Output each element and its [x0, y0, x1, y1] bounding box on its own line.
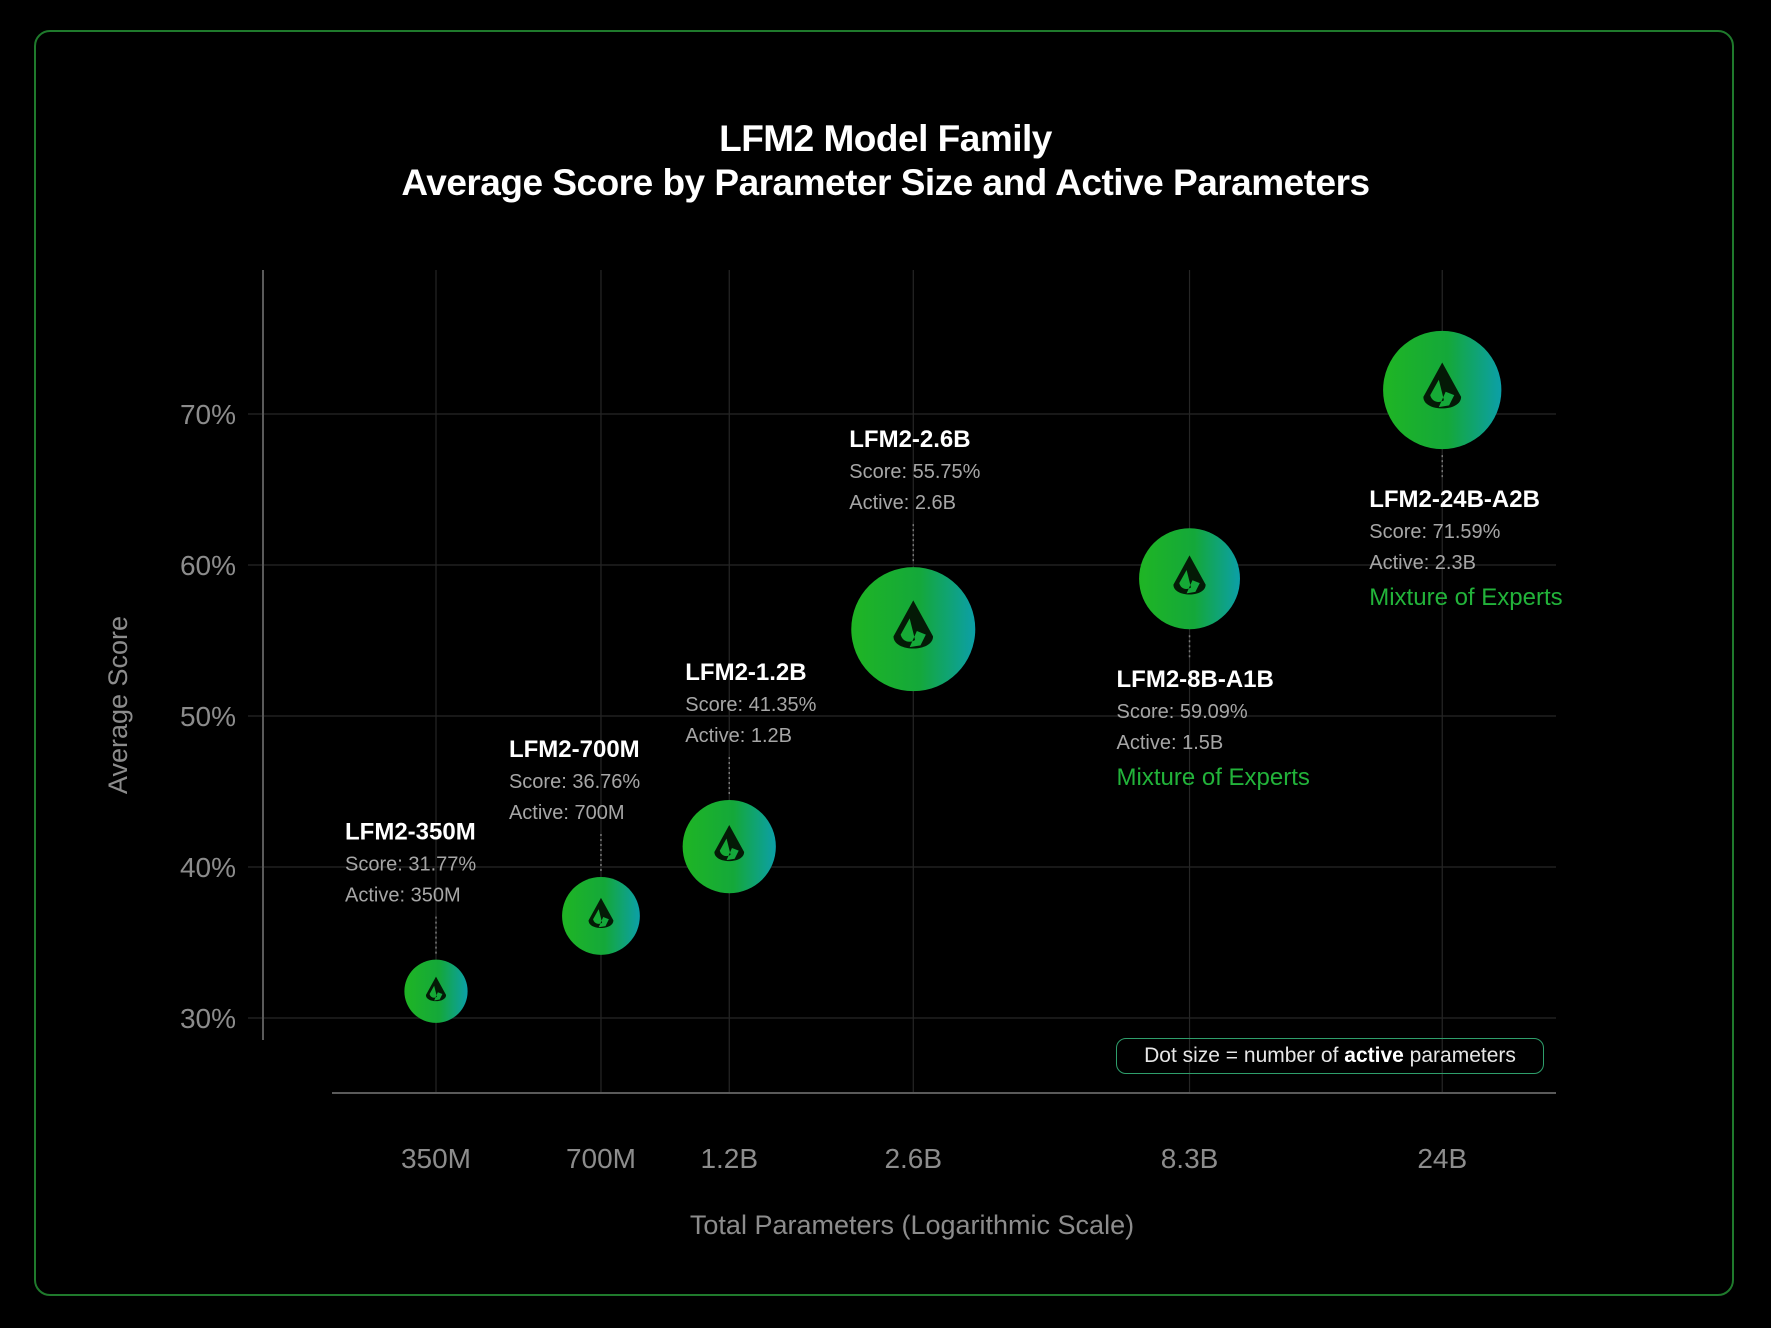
x-axis-label: Total Parameters (Logarithmic Scale)	[690, 1210, 1134, 1240]
x-tick-label: 24B	[1417, 1143, 1467, 1174]
y-tick-label: 40%	[180, 852, 236, 883]
droplet-icon	[425, 976, 447, 1002]
legend-suffix: parameters	[1409, 1044, 1516, 1067]
y-tick-label: 50%	[180, 701, 236, 732]
point-score-label: Score: 41.35%	[685, 694, 816, 716]
data-point: LFM2-2.6B Score: 55.75% Active: 2.6B	[849, 426, 981, 692]
icon-path	[588, 897, 614, 929]
icon-path	[714, 824, 745, 862]
icon-path	[1173, 555, 1206, 595]
data-point: LFM2-350M Score: 31.77% Active: 350M	[345, 819, 476, 1023]
point-score-label: Score: 55.75%	[849, 461, 980, 483]
y-tick-label: 70%	[180, 399, 236, 430]
y-tick-label: 60%	[180, 550, 236, 581]
droplet-icon	[588, 897, 614, 929]
point-active-label: Active: 1.2B	[685, 725, 792, 747]
icon-path	[425, 976, 447, 1002]
data-point: LFM2-8B-A1B Score: 59.09% Active: 1.5B Mixt…	[1117, 528, 1310, 791]
point-active-label: Active: 1.5B	[1117, 732, 1224, 754]
legend-bold: active	[1344, 1044, 1404, 1067]
point-active-label: Active: 700M	[509, 802, 625, 824]
data-point: LFM2-700M Score: 36.76% Active: 700M	[509, 736, 640, 955]
legend-prefix: Dot size = number of	[1144, 1044, 1339, 1067]
droplet-icon	[714, 824, 745, 862]
chart-title: LFM2 Model Family	[719, 118, 1052, 159]
icon-path	[1423, 362, 1462, 409]
moe-label: Mixture of Experts	[1117, 764, 1310, 791]
y-axis-label: Average Score	[103, 616, 133, 794]
size-legend: Dot size = number of active parameters	[1116, 1038, 1544, 1074]
data-point: LFM2-24B-A2B Score: 71.59% Active: 2.3B Mix…	[1369, 330, 1563, 611]
grid-lines	[248, 270, 1556, 1092]
point-score-label: Score: 31.77%	[345, 854, 476, 876]
point-score-label: Score: 36.76%	[509, 771, 640, 793]
data-points: LFM2-350M Score: 31.77% Active: 350M LFM2-7…	[345, 330, 1563, 1023]
y-tick-label: 30%	[180, 1003, 236, 1034]
point-active-label: Active: 2.6B	[849, 492, 956, 514]
droplet-icon	[893, 600, 934, 649]
data-point: LFM2-1.2B Score: 41.35% Active: 1.2B	[682, 659, 817, 894]
y-tick-labels: 30% 40% 50% 60% 70%	[180, 399, 236, 1034]
x-tick-label: 1.2B	[700, 1143, 758, 1174]
x-tick-labels: 350M 700M 1.2B 2.6B 8.3B 24B	[401, 1143, 1467, 1174]
x-tick-label: 2.6B	[884, 1143, 942, 1174]
icon-path	[893, 600, 934, 649]
moe-label: Mixture of Experts	[1369, 584, 1562, 611]
point-name-label: LFM2-2.6B	[849, 426, 970, 453]
droplet-icon	[1423, 362, 1462, 409]
droplet-icon	[1173, 555, 1206, 595]
axes	[262, 270, 1556, 1094]
point-name-label: LFM2-24B-A2B	[1369, 486, 1540, 513]
x-tick-label: 8.3B	[1161, 1143, 1219, 1174]
point-name-label: LFM2-350M	[345, 819, 476, 846]
point-name-label: LFM2-8B-A1B	[1117, 666, 1274, 693]
x-tick-label: 350M	[401, 1143, 471, 1174]
chart-subtitle: Average Score by Parameter Size and Acti…	[401, 162, 1370, 203]
point-active-label: Active: 350M	[345, 885, 461, 907]
point-score-label: Score: 71.59%	[1369, 521, 1500, 543]
point-name-label: LFM2-1.2B	[685, 659, 806, 686]
point-name-label: LFM2-700M	[509, 736, 640, 763]
point-active-label: Active: 2.3B	[1369, 552, 1476, 574]
point-score-label: Score: 59.09%	[1117, 701, 1248, 723]
x-tick-label: 700M	[566, 1143, 636, 1174]
